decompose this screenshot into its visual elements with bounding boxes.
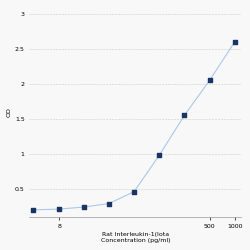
- Y-axis label: OD: OD: [7, 107, 12, 117]
- Point: [32, 208, 36, 212]
- Point: [56, 207, 60, 211]
- Point: [107, 202, 111, 205]
- X-axis label: Rat Interleukin-1(Iota
Concentration (pg/ml): Rat Interleukin-1(Iota Concentration (pg…: [101, 232, 170, 243]
- Point: [208, 78, 212, 82]
- Point: [182, 114, 186, 117]
- Point: [132, 190, 136, 194]
- Point: [157, 153, 161, 157]
- Point: [82, 205, 86, 209]
- Point: [233, 40, 237, 44]
